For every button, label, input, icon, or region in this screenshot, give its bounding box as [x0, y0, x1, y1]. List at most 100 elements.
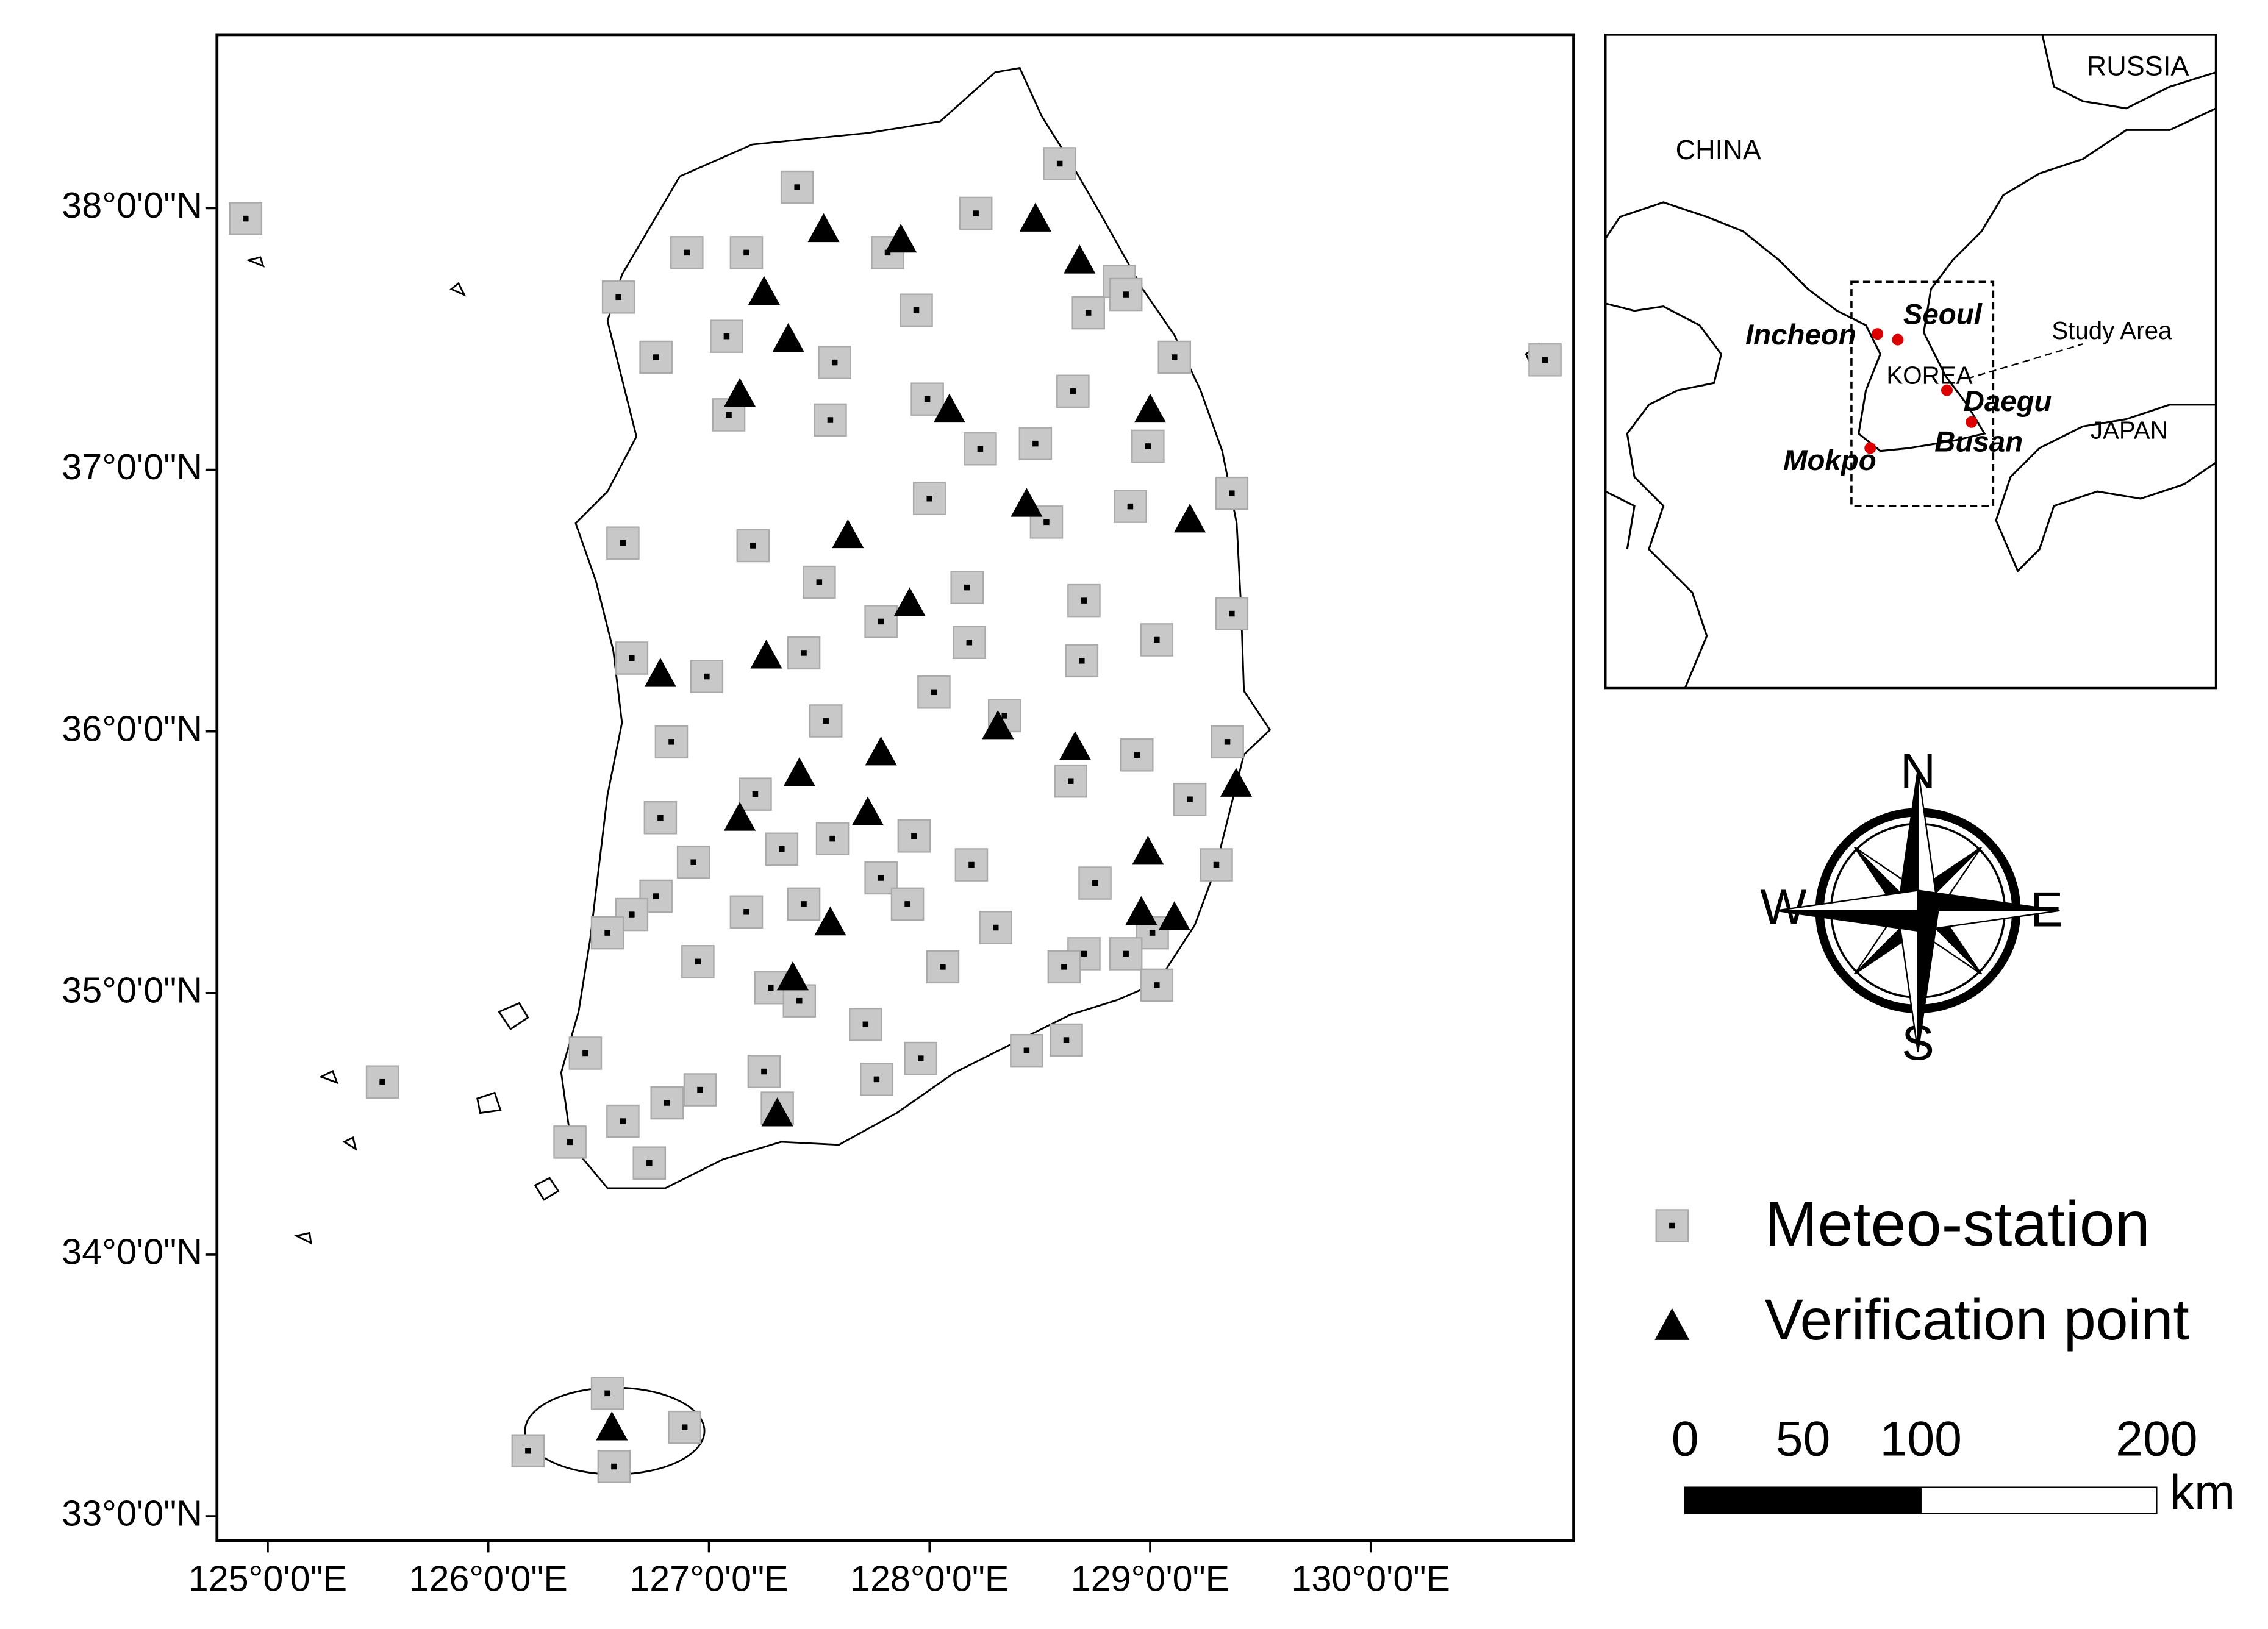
- station-dot: [1070, 388, 1076, 394]
- station-dot: [1229, 610, 1235, 617]
- station-dot: [1081, 597, 1087, 604]
- station-dot: [743, 249, 749, 256]
- verification-point: [748, 276, 781, 305]
- station-square: [864, 605, 898, 638]
- meteo-station: [668, 1410, 701, 1444]
- station-dot: [1079, 658, 1085, 664]
- verification-point: [772, 323, 804, 352]
- x-tick-label: 127°0'0"E: [629, 1558, 788, 1599]
- meteo-station: [1215, 476, 1249, 510]
- verification-point: [885, 223, 917, 253]
- meteo-station: [815, 822, 850, 855]
- station-dot: [831, 359, 838, 366]
- verification-point: [865, 736, 897, 766]
- study-area-leader: [1967, 343, 2083, 380]
- station-dot: [704, 673, 710, 680]
- meteo-station: [710, 319, 743, 353]
- city-label: Busan: [1934, 426, 2023, 458]
- station-dot: [964, 584, 970, 591]
- scale-tick-label: 50: [1776, 1411, 1831, 1466]
- station-dot: [646, 1160, 653, 1166]
- station-dot: [620, 1118, 626, 1124]
- station-dot: [931, 689, 937, 696]
- verification-point: [1220, 768, 1253, 797]
- scale-segment: [1684, 1486, 1922, 1514]
- station-dot: [926, 495, 932, 502]
- study-area-box: [1850, 280, 1995, 507]
- inset-label: KOREA: [1886, 362, 1972, 389]
- meteo-station: [910, 382, 944, 416]
- station-dot: [913, 307, 920, 313]
- station-dot: [1172, 354, 1178, 360]
- city-label: Daegu: [1964, 385, 2052, 418]
- station-dot: [243, 215, 249, 222]
- meteo-station: [606, 526, 640, 560]
- station-dot: [1145, 443, 1151, 449]
- meteo-station: [1120, 738, 1154, 772]
- verification-point: [1173, 503, 1206, 533]
- verification-point: [1125, 896, 1157, 925]
- station-dot: [653, 354, 659, 360]
- y-tick-label: 33°0'0"N: [62, 1493, 202, 1534]
- station-square: [926, 950, 960, 984]
- meteo-station: [890, 887, 925, 921]
- meteo-station: [765, 832, 799, 866]
- station-dot: [1061, 964, 1067, 970]
- legend-label: Meteo-station: [1765, 1189, 2150, 1260]
- meteo-station: [736, 529, 770, 563]
- meteo-station: [926, 950, 960, 984]
- verification-point: [724, 378, 756, 407]
- verification-point: [1011, 488, 1043, 517]
- station-dot: [379, 1078, 385, 1085]
- verification-point: [851, 796, 884, 826]
- station-dot: [904, 901, 910, 907]
- station-dot: [1043, 519, 1050, 526]
- x-tick-label: 126°0'0"E: [409, 1558, 568, 1599]
- meteo-station: [849, 1008, 882, 1041]
- meteo-station: [1054, 764, 1088, 798]
- station-dot: [750, 543, 756, 549]
- station-dot: [973, 210, 979, 216]
- meteo-station: [1010, 1033, 1043, 1068]
- meteo-station: [690, 660, 724, 693]
- station-dot: [796, 997, 803, 1004]
- meteo-station: [1114, 490, 1147, 523]
- meteo-station: [654, 725, 689, 759]
- station-dot: [779, 846, 785, 852]
- station-dot: [1081, 950, 1087, 957]
- meteo-station: [787, 636, 821, 670]
- station-dot: [1149, 930, 1156, 936]
- station-square: [1071, 296, 1105, 330]
- station-dot: [525, 1448, 531, 1454]
- verification-point: [1059, 731, 1092, 760]
- y-tick-label: 38°0'0"N: [62, 185, 202, 226]
- meteo-station: [643, 801, 678, 835]
- legend-label: Verification point: [1765, 1288, 2189, 1352]
- meteo-station: [683, 1073, 717, 1107]
- meteo-station: [1157, 340, 1192, 374]
- station-dot: [761, 1068, 767, 1075]
- verification-point: [1132, 835, 1164, 865]
- city-label: Incheon: [1745, 319, 1856, 351]
- verification-point: [1134, 393, 1167, 423]
- meteo-station: [1211, 725, 1244, 759]
- station-dot: [1542, 357, 1548, 363]
- station-dot: [878, 618, 884, 625]
- meteo-station: [950, 571, 984, 604]
- meteo-station: [1043, 147, 1076, 180]
- station-dot: [668, 739, 674, 745]
- verification-point: [832, 519, 864, 549]
- city-label: Seoul: [1903, 299, 1983, 331]
- inset-map: CHINA RUSSIA KOREA JAPAN Study Area Seou…: [1604, 34, 2217, 690]
- station-dot: [1127, 503, 1134, 510]
- meteo-station: [597, 1450, 631, 1483]
- meteo-station: [1065, 644, 1099, 678]
- meteo-station: [1140, 968, 1174, 1002]
- meteo-station: [590, 916, 624, 950]
- legend: Meteo-station Verification point: [1654, 1189, 2189, 1352]
- station-dot: [681, 1424, 688, 1430]
- meteo-station: [632, 1146, 667, 1180]
- inset-frame: [1604, 34, 2217, 690]
- inset-label: Study Area: [2052, 317, 2172, 344]
- meteo-station: [606, 1104, 640, 1138]
